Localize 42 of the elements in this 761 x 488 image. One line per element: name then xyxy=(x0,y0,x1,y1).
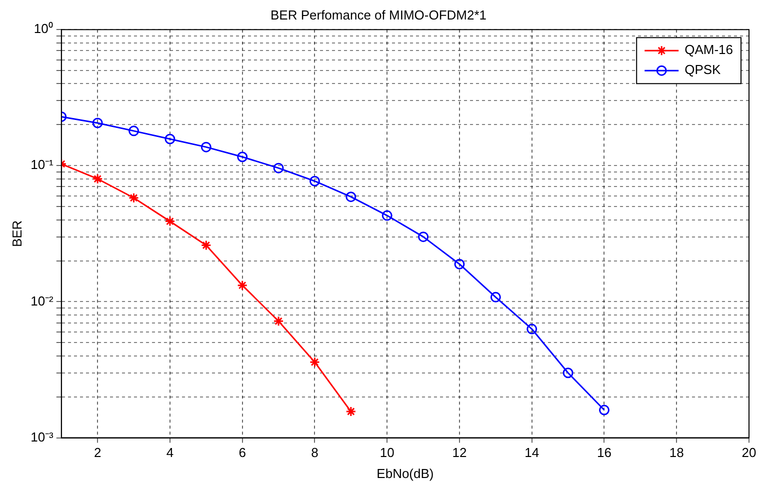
point xyxy=(92,174,103,184)
x-tick-label: 12 xyxy=(452,445,467,460)
point xyxy=(490,292,501,302)
y-tick-label: 10⁻³ xyxy=(30,429,54,444)
x-tick-label: 16 xyxy=(597,445,612,460)
legend-label: QPSK xyxy=(684,62,722,78)
point xyxy=(309,356,320,368)
point xyxy=(309,176,320,186)
point xyxy=(92,118,103,128)
x-tick-label: 6 xyxy=(238,445,246,460)
point xyxy=(346,406,356,417)
x-tick-label: 2 xyxy=(94,445,102,460)
point xyxy=(237,280,248,291)
point xyxy=(128,192,140,204)
y-axis-title: BER xyxy=(9,220,24,248)
point xyxy=(164,134,176,144)
point xyxy=(237,152,248,162)
x-tick-label: 14 xyxy=(524,445,540,460)
x-tick-label: 20 xyxy=(742,445,756,460)
point xyxy=(526,324,538,334)
y-tick-label: 10⁻¹ xyxy=(30,157,54,172)
point xyxy=(454,258,465,270)
x-tick-label: 18 xyxy=(669,445,684,460)
point xyxy=(273,316,284,326)
point xyxy=(418,232,429,242)
point xyxy=(562,368,574,378)
y-tick-label: 10⁻² xyxy=(30,293,54,308)
y-tick-label: 10⁰ xyxy=(34,21,54,36)
point xyxy=(128,126,140,136)
point xyxy=(200,142,212,152)
x-tick-label: 8 xyxy=(311,445,318,460)
point xyxy=(200,240,212,251)
chart-title: BER Perfomance of MIMO-OFDM2*1 xyxy=(270,7,486,22)
point xyxy=(598,404,610,416)
x-tick-label: 4 xyxy=(166,445,174,460)
point xyxy=(382,210,392,221)
point xyxy=(346,192,356,202)
legend-label: QAM-16 xyxy=(684,42,734,58)
x-axis-title: EbNo(dB) xyxy=(376,466,434,481)
point xyxy=(273,162,284,174)
x-tick-label: 10 xyxy=(380,445,394,460)
point xyxy=(164,216,176,227)
